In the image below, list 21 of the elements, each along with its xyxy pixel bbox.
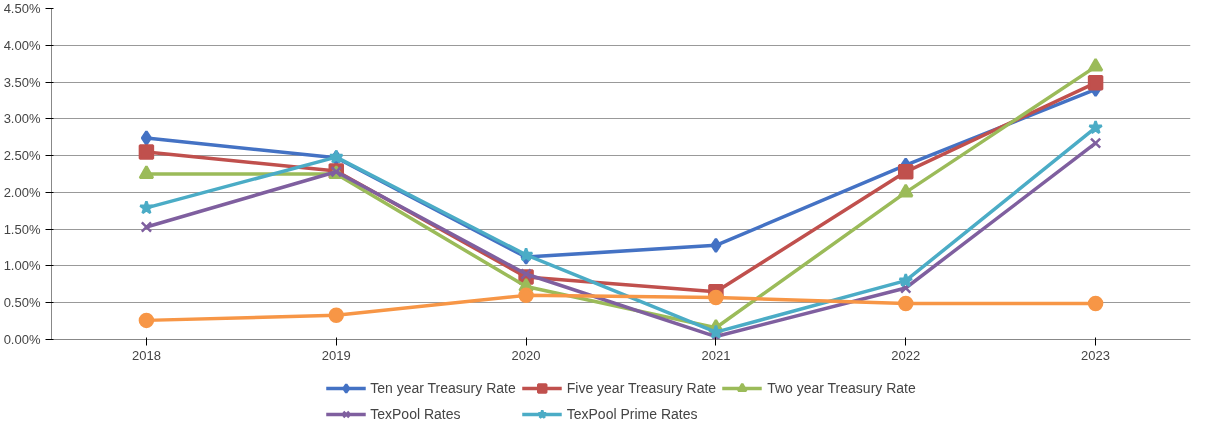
x-tick-label: 2023 [1081,347,1111,363]
x-tick-label: 2022 [891,347,921,363]
x-tick-label: 2021 [701,347,731,363]
y-tick-label: 2.50% [3,148,41,164]
y-tick-label: 2.00% [3,184,41,200]
legend-label: Ten year Treasury Rate [370,380,516,396]
y-tick-label: 3.50% [3,74,41,90]
y-tick-label: 0.00% [3,332,41,347]
y-tick-label: 4.50% [3,1,41,16]
y-tick-label: 0.50% [3,295,41,311]
y-tick-label: 1.00% [3,258,41,274]
legend-label: TexPool Rates [370,406,461,422]
legend-label: Five year Treasury Rate [566,380,717,396]
y-tick-label: 3.00% [3,111,41,127]
x-tick-label: 2020 [511,347,541,363]
y-tick-label: 1.50% [3,221,41,237]
legend-label: Two year Treasury Rate [767,380,916,396]
legend-label: TexPool Prime Rates [566,406,698,422]
y-tick-label: 4.00% [3,37,41,53]
x-tick-label: 2018 [131,347,161,363]
x-tick-label: 2019 [321,347,351,363]
